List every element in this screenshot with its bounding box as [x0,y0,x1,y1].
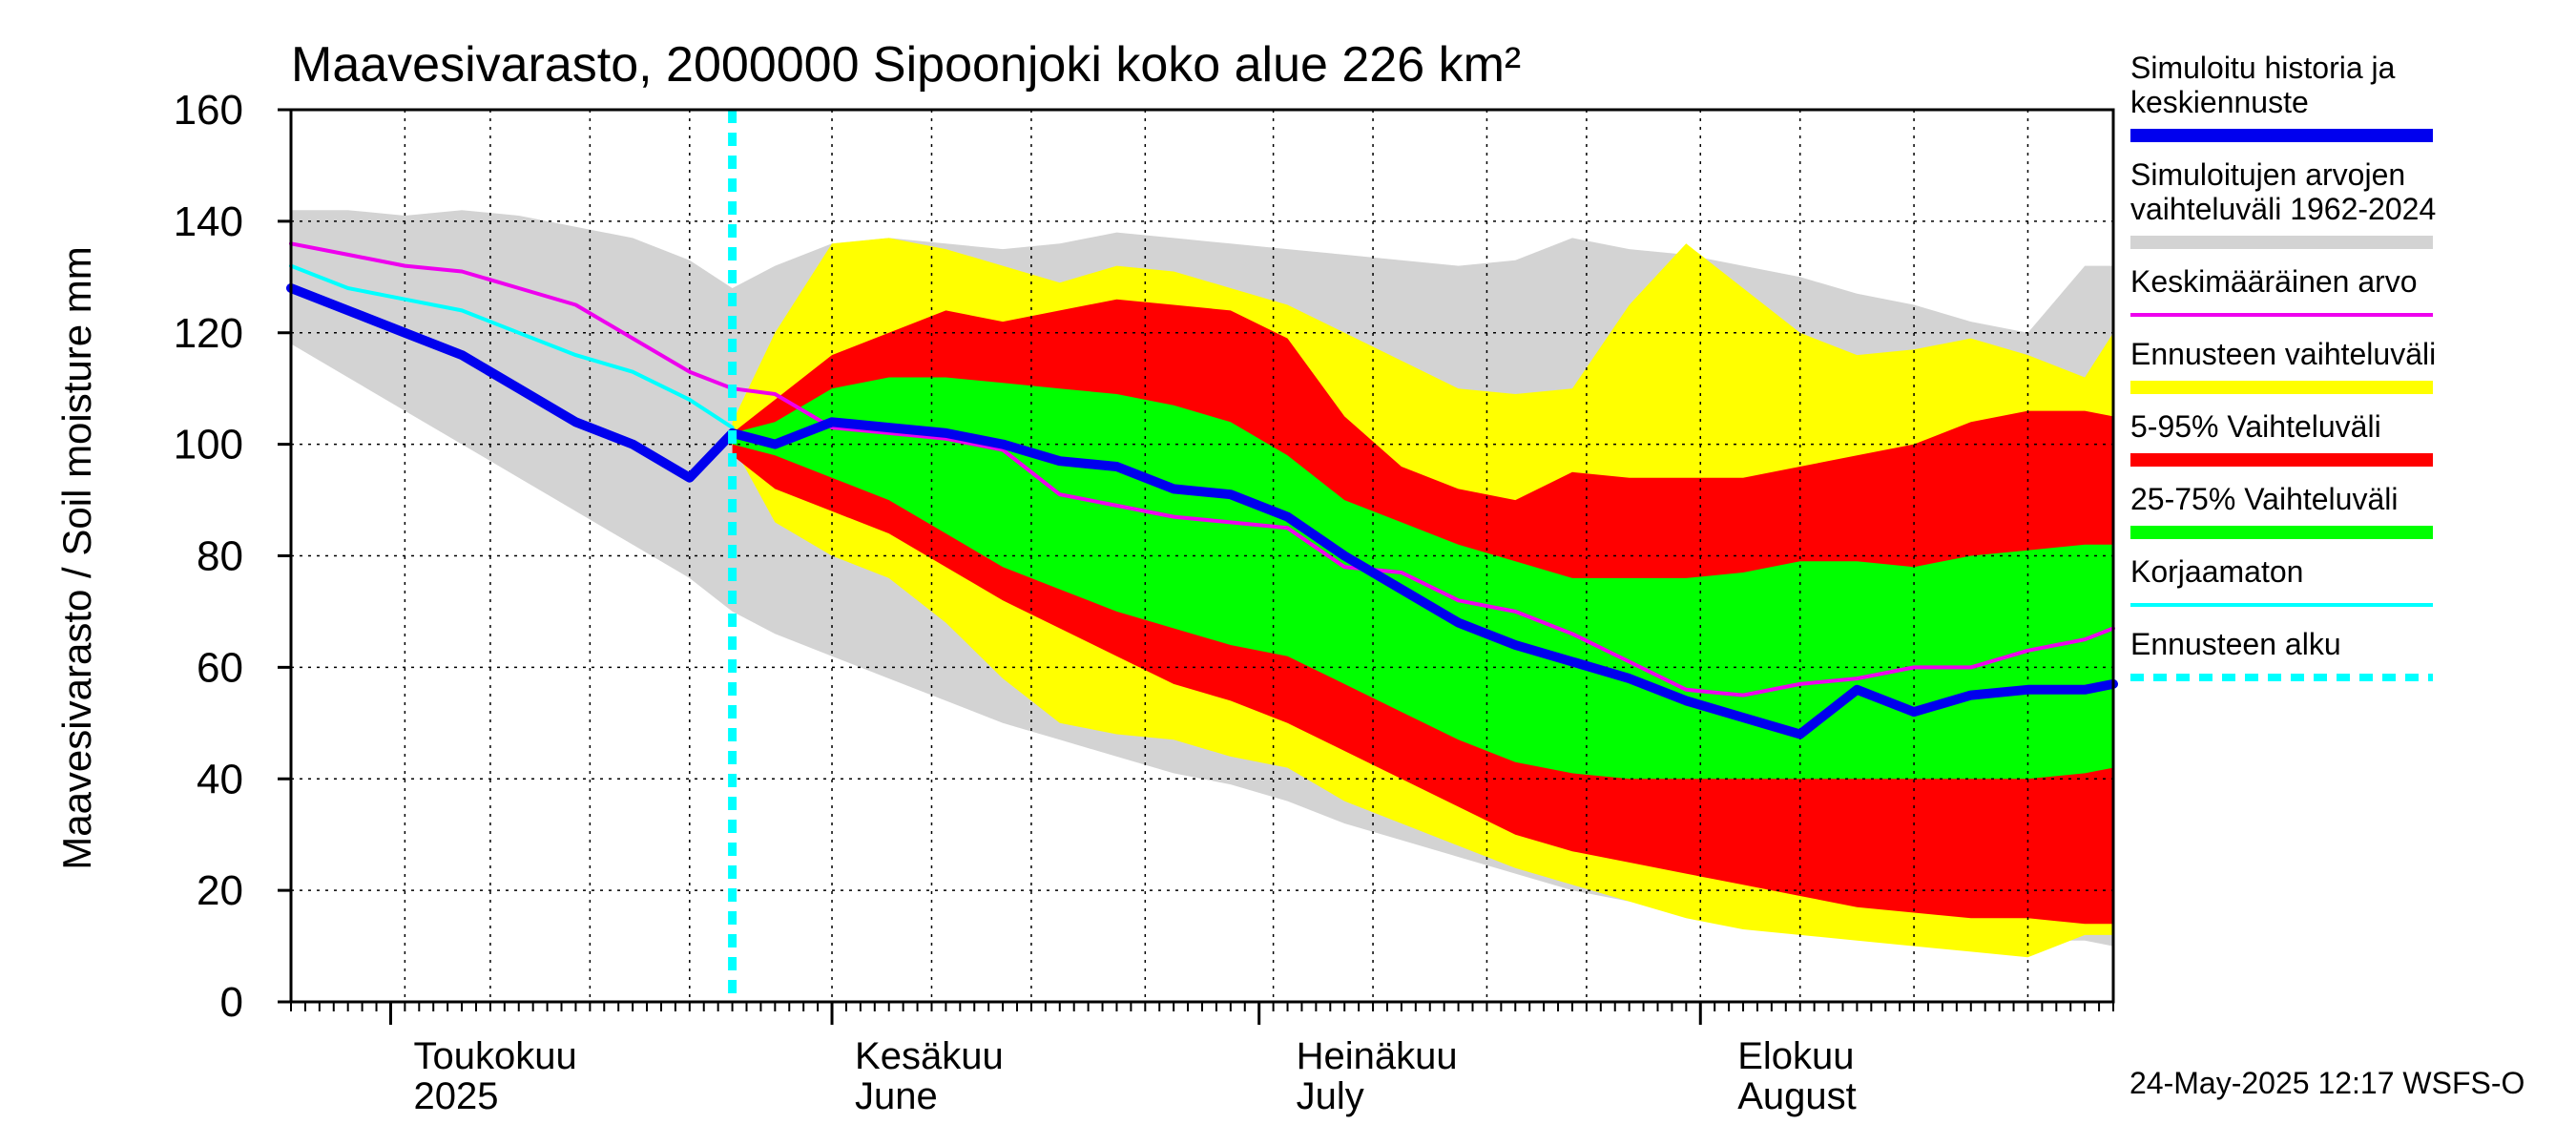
legend-entry: Ennusteen vaihteluväli [2130,337,2436,394]
simulated-median-line [286,283,2118,739]
legend-label: Simuloitujen arvojen [2130,157,2405,192]
y-tick-label: 40 [197,756,243,802]
footer-timestamp: 24-May-2025 12:17 WSFS-O [2129,1066,2524,1100]
month-label-en: June [855,1075,938,1117]
y-tick-label: 100 [174,422,243,468]
plot-area [278,108,2118,1025]
y-tick-labels: 0 20 40 60 80 100 120 140 160 [174,87,243,1026]
y-tick-label: 140 [174,198,243,245]
legend-label: Ennusteen vaihteluväli [2130,337,2436,371]
month-label-en: 2025 [413,1075,498,1117]
uncorrected-line [289,263,735,430]
p25-75-band [732,377,2113,780]
legend-entry: Korjaamaton [2130,554,2433,607]
legend-entry: Keskimääräinen arvo [2130,264,2433,317]
legend-label: Simuloitu historia ja [2130,51,2396,85]
y-tick-label: 20 [197,867,243,914]
legend-label: 5-95% Vaihteluväli [2130,409,2381,444]
y-tick-label: 60 [197,644,243,691]
month-label-fi: Toukokuu [413,1035,576,1077]
legend-label: Ennusteen alku [2130,627,2341,661]
month-label-fi: Elokuu [1737,1035,1854,1077]
legend-label: Keskimääräinen arvo [2130,264,2418,299]
legend-entry: 5-95% Vaihteluväli [2130,409,2433,467]
month-label-fi: Heinäkuu [1297,1035,1458,1077]
y-axis-label: Maavesivarasto / Soil moisture mm [54,246,99,870]
legend-label: 25-75% Vaihteluväli [2130,482,2398,516]
y-tick-label: 0 [220,979,243,1026]
month-label-en: August [1737,1075,1857,1117]
y-tick-label: 160 [174,87,243,134]
legend-entry: Ennusteen alku [2130,627,2433,681]
legend-entry: 25-75% Vaihteluväli [2130,482,2433,539]
month-label-fi: Kesäkuu [855,1035,1004,1077]
month-label-en: July [1297,1075,1364,1117]
legend-label: vaihteluväli 1962-2024 [2130,192,2436,226]
y-tick-label: 80 [197,533,243,580]
y-tick-label: 120 [174,310,243,357]
legend-label: keskiennuste [2130,85,2309,119]
legend-label: Korjaamaton [2130,554,2303,589]
chart-title: Maavesivarasto, 2000000 Sipoonjoki koko … [291,37,1521,93]
mean-line [289,241,2115,697]
legend: Simuloitu historia jakeskiennusteSimuloi… [2130,51,2436,681]
